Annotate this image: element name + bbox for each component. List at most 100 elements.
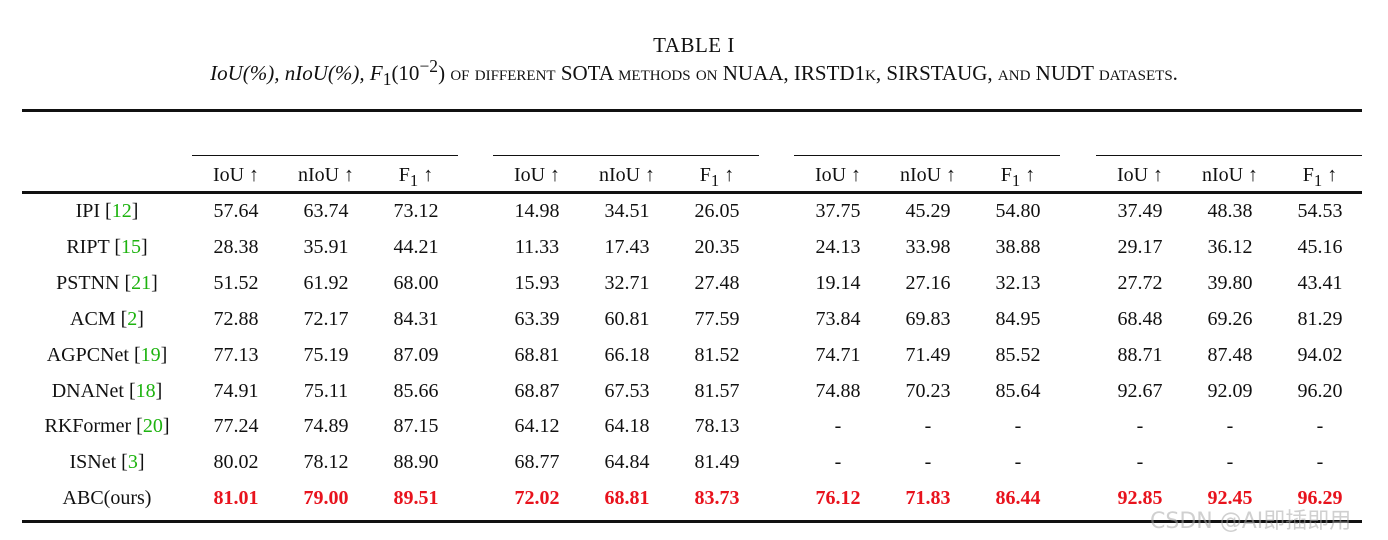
citation-link[interactable]: 19	[140, 344, 161, 366]
model-name: RIPT [15]	[22, 235, 192, 259]
metric-label: nIoU ↑	[598, 164, 656, 186]
table-cell: 14.98	[514, 200, 560, 222]
table-cell: 81.01	[213, 487, 259, 509]
dataset-underline	[1096, 155, 1362, 157]
table-cell: 96.20	[1297, 380, 1343, 402]
table-cell: 88.71	[1117, 344, 1163, 366]
citation-link[interactable]: 12	[111, 200, 132, 222]
table-cell: 11.33	[514, 236, 560, 258]
table-cell: 92.09	[1207, 380, 1253, 402]
table-cell: 76.12	[815, 487, 861, 509]
table-cell: 63.74	[303, 200, 349, 222]
table-cell: 68.81	[604, 487, 650, 509]
model-name: RKFormer [20]	[22, 414, 192, 438]
watermark: CSDN @AI即插即用	[1150, 509, 1352, 534]
caption-unit: (10	[391, 61, 420, 85]
table-caption: IoU(%), nIoU(%), F1(10−2) of different S…	[0, 56, 1388, 90]
table-cell: 37.75	[815, 200, 861, 222]
table-cell: -	[1014, 451, 1022, 473]
caption-close: )	[438, 61, 446, 85]
citation-close: ]	[140, 236, 148, 258]
metric-label: nIoU ↑	[1201, 164, 1259, 186]
table-cell: 77.59	[694, 308, 740, 330]
table-cell: 74.91	[213, 380, 259, 402]
metric-header: IoU ↑	[793, 163, 883, 187]
metric-header: F1 ↑	[973, 163, 1063, 193]
table-cell: 45.16	[1297, 236, 1343, 258]
metric-label: F	[1000, 164, 1012, 186]
citation-close: ]	[137, 308, 144, 330]
table-cell: 57.64	[213, 200, 259, 222]
table-cell: 89.51	[393, 487, 439, 509]
table-cell: 83.73	[694, 487, 740, 509]
table-cell: 75.11	[303, 380, 349, 402]
metric-header: nIoU ↑	[883, 163, 973, 187]
metric-label: nIoU ↑	[899, 164, 957, 186]
table-cell: 66.18	[604, 344, 650, 366]
table-cell: 36.12	[1207, 236, 1253, 258]
metric-label: IoU ↑	[212, 164, 260, 186]
table-cell: 85.64	[995, 380, 1041, 402]
table-cell: 73.12	[393, 200, 439, 222]
table-cell: 35.91	[303, 236, 349, 258]
metric-arrow: ↑	[719, 164, 735, 186]
table-cell: 71.49	[905, 344, 951, 366]
citation-open: [	[131, 415, 143, 437]
table-cell: 74.89	[303, 415, 349, 437]
citation-link[interactable]: 18	[135, 380, 156, 402]
metric-sub: 1	[1011, 171, 1021, 190]
table-cell: -	[834, 415, 842, 437]
table-cell: 84.31	[393, 308, 439, 330]
dataset-underline	[493, 155, 759, 157]
table-cell: 85.52	[995, 344, 1041, 366]
table-cell: 79.00	[303, 487, 349, 509]
table-cell: 60.81	[604, 308, 650, 330]
model-name: AGPCNet [19]	[22, 343, 192, 367]
citation-open: [	[116, 451, 128, 473]
metric-label: F	[398, 164, 410, 186]
metric-label: IoU ↑	[814, 164, 862, 186]
citation-close: ]	[151, 272, 158, 294]
table-cell: 92.85	[1117, 487, 1163, 509]
table-cell: 85.66	[393, 380, 439, 402]
table-cell: 20.35	[694, 236, 740, 258]
caption-description: of different SOTA methods on NUAA, IRSTD…	[450, 61, 1178, 85]
table-cell: -	[924, 451, 932, 473]
table-cell: 69.83	[905, 308, 951, 330]
table-cell: 96.29	[1297, 487, 1343, 509]
mid-rule	[22, 191, 1362, 194]
table-cell: 69.26	[1207, 308, 1253, 330]
table-cell: 94.02	[1297, 344, 1343, 366]
citation-link[interactable]: 20	[142, 415, 163, 437]
table-cell: -	[834, 451, 842, 473]
table-cell: 61.92	[303, 272, 349, 294]
table-cell: 74.88	[815, 380, 861, 402]
table-cell: 75.19	[303, 344, 349, 366]
table-cell: 92.67	[1117, 380, 1163, 402]
metric-sub: 1	[1313, 171, 1323, 190]
table-cell: 44.21	[393, 236, 439, 258]
citation-link[interactable]: 15	[120, 236, 141, 258]
table-cell: 54.53	[1297, 200, 1343, 222]
table-cell: 54.80	[995, 200, 1041, 222]
table-cell: 26.05	[694, 200, 740, 222]
citation-link[interactable]: 3	[127, 451, 138, 473]
citation-link[interactable]: 21	[131, 272, 152, 294]
table-cell: 77.24	[213, 415, 259, 437]
table-cell: 24.13	[815, 236, 861, 258]
metric-header: nIoU ↑	[281, 163, 371, 187]
model-name: ISNet [3]	[22, 450, 192, 474]
table-label: TABLE I	[653, 33, 735, 57]
table-cell: 33.98	[905, 236, 951, 258]
metric-arrow: ↑	[1020, 164, 1036, 186]
citation-open: [	[128, 344, 141, 366]
table-cell: -	[1226, 451, 1234, 473]
table-cell: 88.90	[393, 451, 439, 473]
metric-label: F	[699, 164, 711, 186]
metric-label: nIoU ↑	[297, 164, 355, 186]
table-cell: 92.45	[1207, 487, 1253, 509]
model-name: ABC(ours)	[22, 486, 192, 510]
table-cell: 87.15	[393, 415, 439, 437]
citation-link[interactable]: 2	[127, 308, 138, 330]
table-cell: 38.88	[995, 236, 1041, 258]
